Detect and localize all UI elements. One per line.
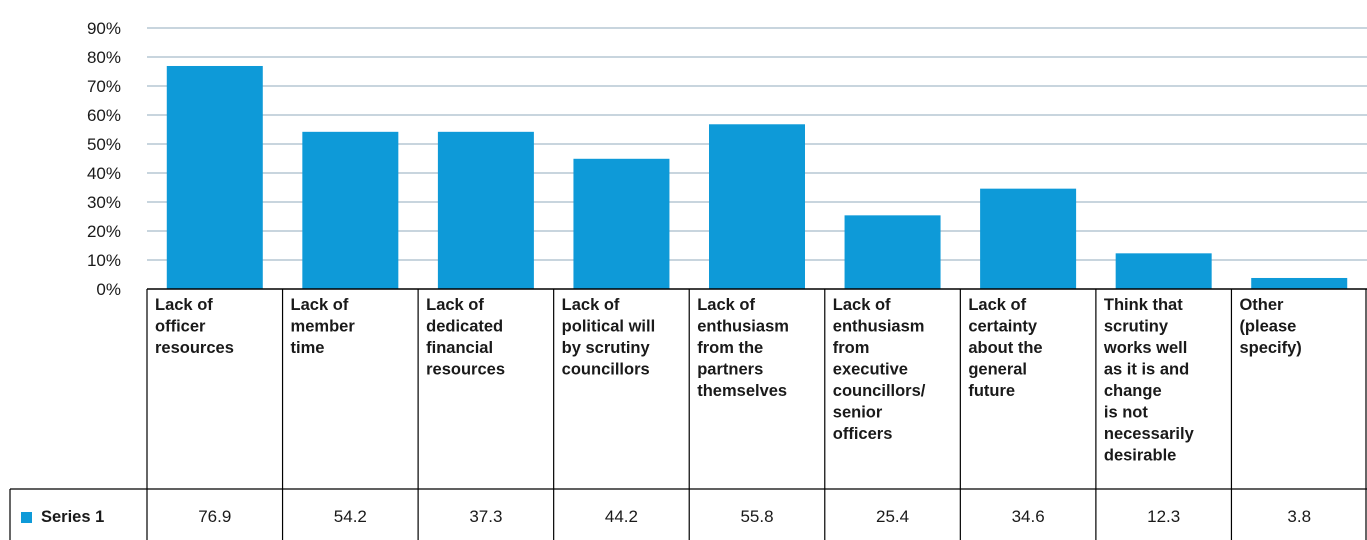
bar (437, 131, 534, 289)
category-label: time (291, 339, 325, 357)
category-label: scrutiny (1104, 318, 1169, 336)
bar (302, 131, 399, 289)
y-tick-label: 80% (87, 48, 121, 67)
category-label: necessarily (1104, 425, 1195, 443)
category-label: Think that (1104, 296, 1183, 314)
y-tick-label: 50% (87, 135, 121, 154)
category-label: future (968, 382, 1015, 400)
category-label: certainty (968, 318, 1038, 336)
category-label: Other (1239, 296, 1284, 314)
y-tick-label: 60% (87, 106, 121, 125)
category-label: financial (426, 339, 493, 357)
data-table-value: 12.3 (1147, 507, 1180, 526)
category-label: is not (1104, 404, 1149, 422)
category-label: by scrutiny (562, 339, 651, 357)
data-table-value: 25.4 (876, 507, 909, 526)
category-label: from the (697, 339, 763, 357)
category-label: member (291, 318, 356, 336)
data-table-value: 76.9 (198, 507, 231, 526)
bar (166, 65, 263, 290)
category-label: councillors (562, 361, 650, 379)
y-tick-label: 70% (87, 77, 121, 96)
category-label: Lack of (968, 296, 1026, 314)
category-label: themselves (697, 382, 787, 400)
category-label: Lack of (833, 296, 891, 314)
category-label: general (968, 361, 1027, 379)
category-label: from (833, 339, 870, 357)
data-table-value: 3.8 (1287, 507, 1311, 526)
category-label: desirable (1104, 447, 1176, 465)
data-table-value: 34.6 (1012, 507, 1045, 526)
data-table-value: 54.2 (334, 507, 367, 526)
y-tick-label: 0% (96, 280, 121, 299)
bar (1251, 277, 1348, 289)
data-table-value: 37.3 (469, 507, 502, 526)
bar (573, 158, 670, 289)
y-tick-label: 90% (87, 19, 121, 38)
category-label: senior (833, 404, 883, 422)
bar (844, 215, 941, 289)
category-label: specify) (1239, 339, 1301, 357)
category-label: (please (1239, 318, 1296, 336)
series-legend-label: Series 1 (41, 508, 104, 526)
category-label: resources (426, 361, 505, 379)
category-label: officer (155, 318, 206, 336)
y-tick-label: 30% (87, 193, 121, 212)
category-label: change (1104, 382, 1162, 400)
category-label: Lack of (697, 296, 755, 314)
category-label: as it is and (1104, 361, 1189, 379)
bar (1115, 253, 1212, 289)
category-label: councillors/ (833, 382, 926, 400)
y-tick-label: 10% (87, 251, 121, 270)
bar (709, 124, 805, 289)
category-label: Lack of (426, 296, 484, 314)
category-label: officers (833, 425, 893, 443)
bar (980, 188, 1077, 289)
data-table-value: 55.8 (740, 507, 773, 526)
y-tick-label: 20% (87, 222, 121, 241)
category-label: dedicated (426, 318, 503, 336)
category-label: works well (1103, 339, 1187, 357)
category-label: partners (697, 361, 763, 379)
category-label: political will (562, 318, 656, 336)
category-label: about the (968, 339, 1042, 357)
category-label: Lack of (155, 296, 213, 314)
category-label: executive (833, 361, 908, 379)
category-label: enthusiasm (833, 318, 925, 336)
category-label: Lack of (291, 296, 349, 314)
category-label: resources (155, 339, 234, 357)
data-table-value: 44.2 (605, 507, 638, 526)
category-label: enthusiasm (697, 318, 789, 336)
series-legend-swatch (21, 512, 32, 523)
category-label: Lack of (562, 296, 620, 314)
y-tick-label: 40% (87, 164, 121, 183)
